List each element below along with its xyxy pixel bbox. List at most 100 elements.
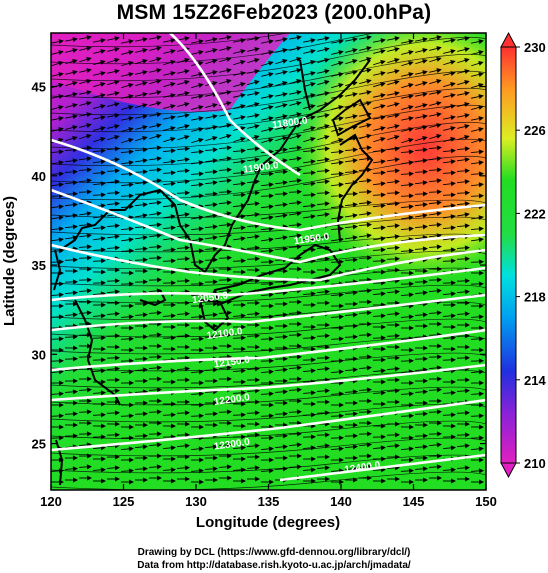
wind-arrow [135, 70, 148, 75]
wind-arrow [134, 246, 148, 252]
wind-arrow [205, 136, 218, 142]
wind-arrow [429, 68, 442, 73]
wind-arrow [274, 235, 288, 241]
wind-arrow [260, 292, 274, 298]
wind-arrow [64, 455, 78, 461]
wind-arrow [470, 193, 484, 199]
wind-arrow [246, 465, 260, 471]
wind-arrow [204, 312, 218, 318]
wind-arrow [135, 103, 148, 108]
wind-arrow [106, 355, 120, 361]
wind-arrow [134, 169, 148, 175]
wind-arrow [317, 69, 330, 74]
wind-arrow [93, 93, 106, 99]
wind-arrow [373, 82, 386, 88]
wind-arrow [93, 38, 106, 44]
wind-arrow [204, 345, 218, 351]
wind-arrow [246, 344, 260, 350]
stream-line [51, 70, 486, 116]
wind-arrow [51, 237, 64, 243]
wind-arrow [358, 332, 372, 338]
wind-arrow [134, 202, 148, 208]
wind-arrow [443, 126, 456, 131]
wind-arrow [205, 114, 218, 120]
wind-arrow [190, 193, 204, 199]
wind-arrow [330, 424, 344, 430]
wind-arrow [163, 137, 176, 143]
wind-arrow [163, 126, 176, 131]
wind-arrow [162, 445, 176, 451]
wind-arrow [344, 158, 358, 164]
wind-arrow [148, 277, 162, 283]
wind-arrow [471, 83, 484, 89]
wind-arrow [64, 334, 78, 340]
wind-arrow [190, 259, 204, 265]
wind-arrow [470, 446, 484, 452]
wind-arrow [386, 333, 400, 339]
wind-arrow [92, 170, 106, 176]
wind-arrow [358, 310, 372, 316]
wind-arrow [106, 289, 120, 295]
wind-arrow [470, 237, 484, 243]
wind-arrow [303, 137, 316, 143]
wind-arrow [414, 378, 428, 384]
wind-arrow [107, 69, 120, 74]
wind-arrow [372, 346, 386, 352]
wind-arrow [359, 35, 372, 41]
wind-arrow [344, 202, 358, 208]
wind-arrow [51, 105, 64, 110]
wind-arrow [51, 226, 64, 232]
wind-arrow [429, 35, 442, 41]
wind-arrow [107, 102, 120, 107]
wind-arrow [302, 203, 316, 209]
wind-arrow [288, 376, 302, 382]
wind-arrow [93, 49, 106, 54]
wind-arrow [400, 171, 414, 177]
wind-arrow [51, 380, 64, 386]
wind-arrow [456, 190, 470, 196]
wind-arrow [106, 465, 120, 471]
wind-arrow [429, 112, 442, 118]
wind-arrow [246, 190, 260, 196]
wind-arrow [163, 104, 176, 109]
wind-arrow [289, 134, 302, 140]
wind-arrow [400, 281, 414, 287]
wind-arrow [372, 225, 386, 231]
x-tick-label: 120 [40, 494, 62, 509]
wind-arrow [135, 37, 148, 43]
wind-arrow [176, 278, 190, 284]
wind-arrow [373, 126, 386, 131]
wind-arrow [106, 311, 120, 317]
wind-arrow [204, 455, 218, 461]
wind-arrow [107, 135, 120, 141]
wind-arrow [401, 105, 414, 110]
wind-arrow [176, 465, 190, 471]
y-tick-label: 45 [32, 80, 46, 95]
wind-arrow [218, 442, 232, 448]
wind-arrow [246, 168, 260, 174]
wind-arrow [92, 368, 106, 374]
wind-arrow [372, 445, 386, 451]
stream-line [51, 301, 486, 321]
wind-arrow [372, 368, 386, 374]
y-tick-label: 35 [32, 258, 46, 273]
wind-arrow [176, 146, 190, 152]
wind-arrow [443, 324, 456, 330]
wind-arrow [288, 145, 302, 151]
wind-arrow [219, 68, 232, 73]
wind-arrow [148, 343, 162, 349]
wind-arrow [92, 269, 106, 275]
wind-arrow [149, 101, 162, 106]
wind-arrow [387, 80, 400, 86]
wind-arrow [106, 223, 120, 229]
wind-arrow [275, 400, 288, 406]
wind-arrow [218, 255, 232, 261]
wind-arrow [275, 323, 288, 329]
wind-arrow [64, 169, 78, 175]
wind-arrow [218, 343, 232, 349]
wind-arrow [134, 466, 148, 472]
wind-arrow [415, 103, 428, 108]
contour-label: 11900.0 [243, 160, 280, 176]
wind-arrow [330, 413, 344, 419]
wind-arrow [457, 113, 470, 119]
